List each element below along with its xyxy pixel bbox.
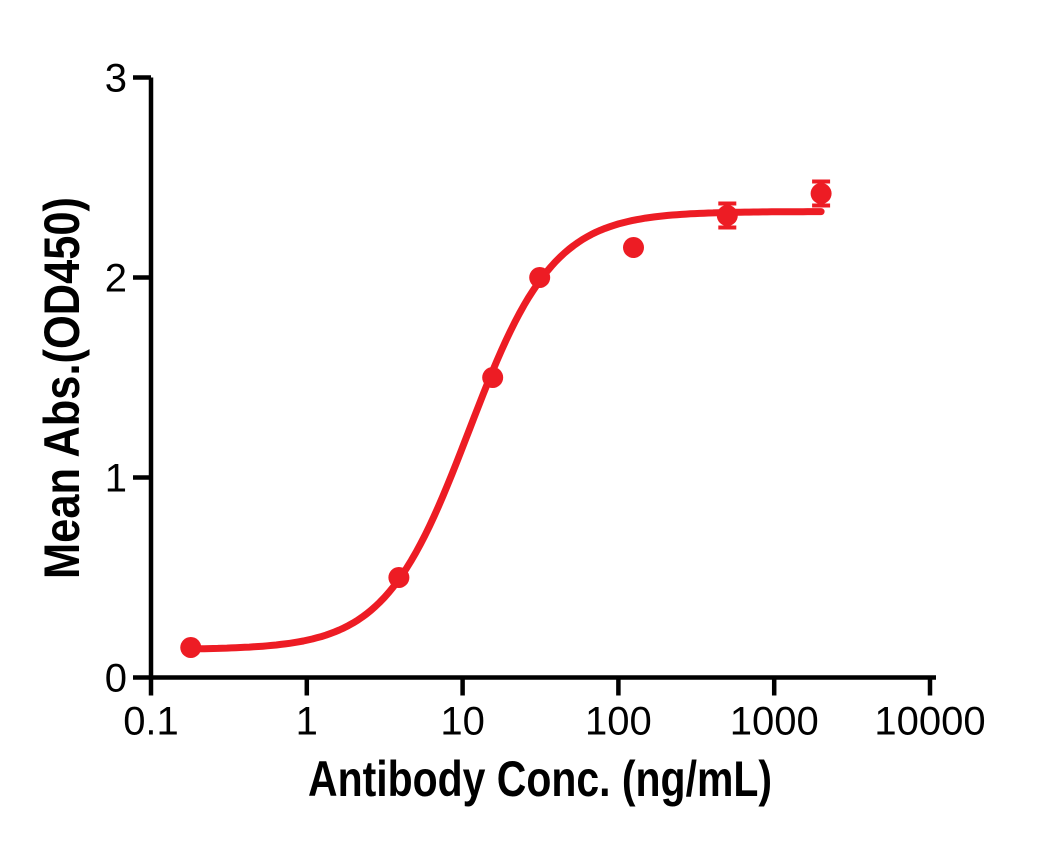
- x-tick-label: 1: [296, 700, 318, 744]
- data-point: [482, 367, 504, 388]
- x-tick-label: 1000: [730, 700, 819, 744]
- fit-curve-layer: [187, 208, 825, 653]
- data-point: [622, 237, 644, 258]
- y-tick-label: 2: [105, 257, 127, 301]
- x-tick-label: 0.1: [123, 700, 179, 744]
- data-point: [180, 637, 202, 658]
- x-tick-label: 10000: [874, 700, 985, 744]
- data-point: [716, 205, 738, 226]
- y-axis-title: Mean Abs.(OD450): [34, 197, 90, 579]
- x-tick-label: 100: [585, 700, 652, 744]
- x-tick-label: 10: [440, 700, 485, 744]
- x-axis-title: Antibody Conc. (ng/mL): [308, 751, 772, 807]
- y-tick-label: 1: [105, 457, 127, 501]
- data-point: [388, 567, 410, 588]
- axis-spine: [148, 77, 936, 680]
- fit-curve: [187, 208, 825, 653]
- axes-layer: 0.1 1 10 100 1000 10000 0 1 2 3: [105, 57, 986, 744]
- y-tick-label: 3: [105, 57, 127, 101]
- data-points-layer: [180, 183, 832, 658]
- data-point: [529, 267, 551, 288]
- y-tick-label: 0: [105, 657, 127, 701]
- data-point: [810, 183, 832, 204]
